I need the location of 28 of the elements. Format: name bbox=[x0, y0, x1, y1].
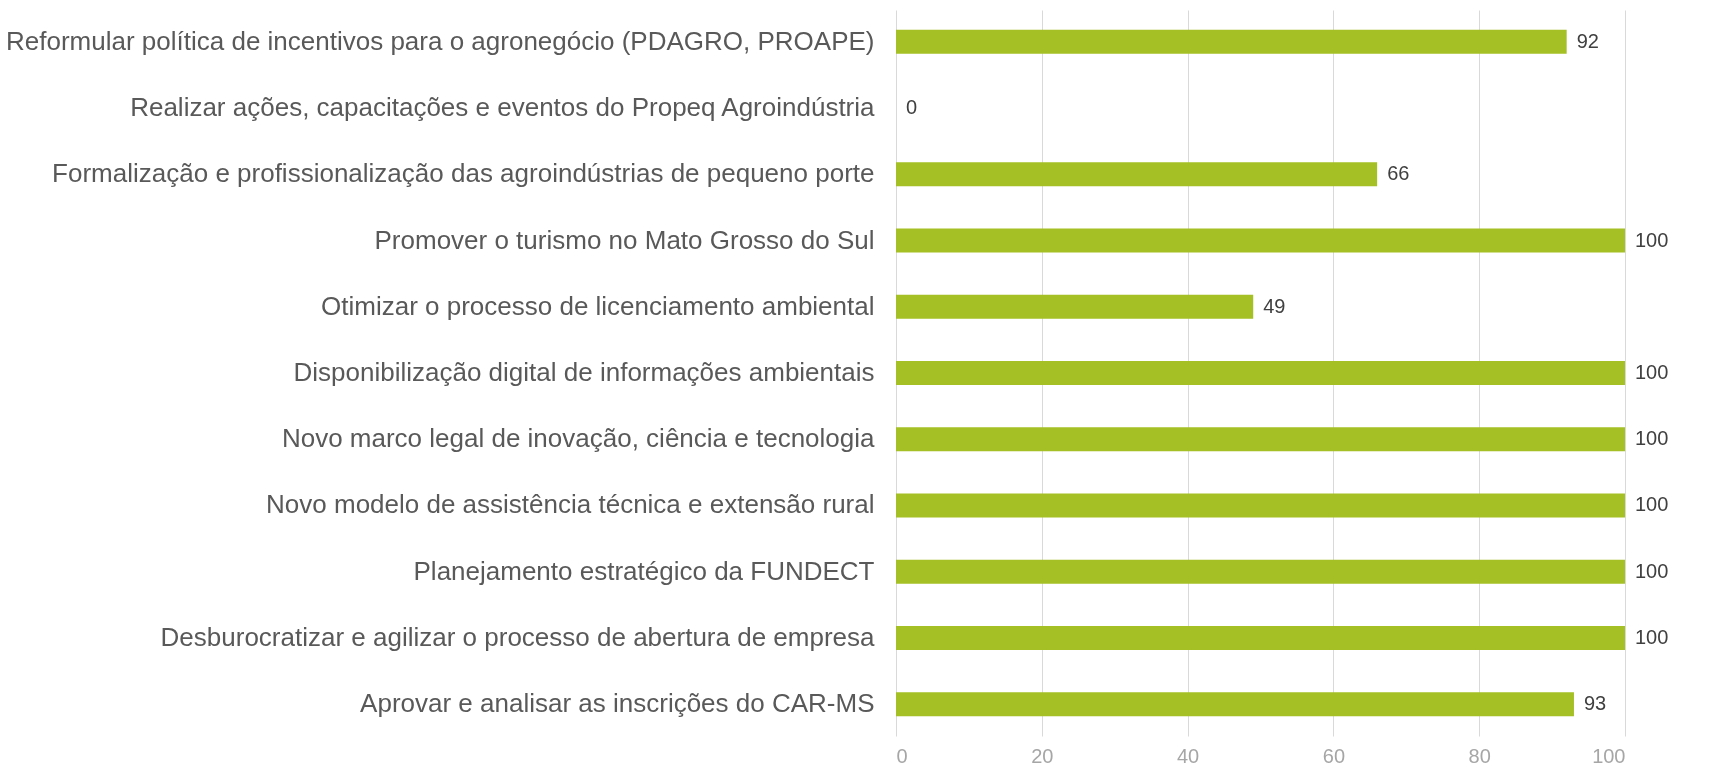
x-tick-label: 20 bbox=[1031, 744, 1054, 767]
data-label: 100 bbox=[1635, 559, 1669, 582]
data-label: 100 bbox=[1635, 361, 1669, 383]
y-tick-label: Promover o turismo no Mato Grosso do Sul bbox=[374, 224, 875, 255]
y-tick-label: Realizar ações, capacitações e eventos do Propeq Agroindústria bbox=[130, 92, 876, 123]
data-label: 100 bbox=[1635, 427, 1669, 450]
x-tick-label: 100 bbox=[1592, 744, 1626, 767]
data-label: 93 bbox=[1583, 692, 1607, 715]
y-tick-label: Novo modelo de assistência técnica e extensão rural bbox=[266, 489, 875, 520]
x-tick-label: 40 bbox=[1176, 744, 1200, 767]
y-tick-label: Planejamento estratégico da FUNDECT bbox=[413, 555, 875, 586]
data-label: 100 bbox=[1635, 493, 1669, 516]
data-label: 100 bbox=[1635, 625, 1669, 648]
data-label: 49 bbox=[1263, 294, 1286, 317]
data-label: 66 bbox=[1387, 162, 1410, 185]
x-tick-label: 0 bbox=[896, 744, 908, 767]
data-label: 92 bbox=[1576, 29, 1599, 52]
y-tick-label: Desburocratizar e agilizar o processo de abertura de empresa bbox=[160, 621, 876, 652]
y-tick-label: Novo marco legal de inovação, ciência e tecnologia bbox=[281, 423, 876, 454]
x-tick-label: 60 bbox=[1322, 744, 1346, 767]
y-tick-label: Aprovar e analisar as inscrições do CAR-MS bbox=[360, 688, 875, 719]
x-tick-label: 80 bbox=[1468, 744, 1491, 767]
data-label: 0 bbox=[906, 96, 918, 119]
y-tick-label: Reformular política de incentivos para o agronegócio (PDAGRO, PROAPE) bbox=[6, 25, 875, 56]
y-tick-label: Otimizar o processo de licenciamento ambiental bbox=[321, 290, 875, 321]
y-tick-label: Formalização e profissionalização das agroindústrias de pequeno porte bbox=[52, 158, 875, 189]
y-tick-label: Disponibilização digital de informações ambientais bbox=[293, 357, 875, 387]
data-label: 100 bbox=[1635, 228, 1669, 251]
